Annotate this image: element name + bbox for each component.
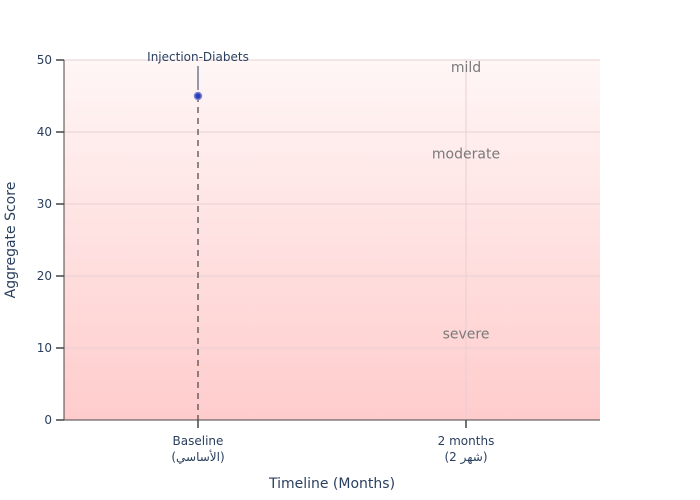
y-tick-label: 40	[37, 125, 52, 139]
y-axis-title: Aggregate Score	[3, 182, 19, 299]
y-tick-label: 30	[37, 197, 52, 211]
x-axis-title: Timeline (Months)	[268, 476, 395, 492]
zone-label-moderate: moderate	[432, 147, 500, 163]
x-tick-label-secondary: (شهر 2)	[444, 450, 487, 465]
annotation-label: Injection-Diabets	[147, 50, 249, 64]
data-point	[193, 91, 203, 101]
zone-label-mild: mild	[451, 60, 481, 76]
x-tick-label: 2 months	[438, 434, 495, 448]
axes: 0 10 20 30 40 50 Baseline(الأساسي) 2 months (شهر…	[37, 53, 600, 465]
plot-background	[64, 60, 600, 420]
grid	[64, 59, 600, 420]
x-tick-label-secondary: (الأساسي)	[171, 449, 224, 464]
y-tick-label: 10	[37, 341, 52, 355]
y-tick-label: 20	[37, 269, 52, 283]
y-tick-label: 0	[44, 413, 52, 427]
zone-labels: mild moderate severe	[432, 60, 500, 342]
x-tick-label: Baseline	[173, 434, 224, 448]
y-tick-label: 50	[37, 53, 52, 67]
data-marks: Injection-Diabets	[147, 50, 249, 420]
zone-label-severe: severe	[443, 327, 490, 343]
